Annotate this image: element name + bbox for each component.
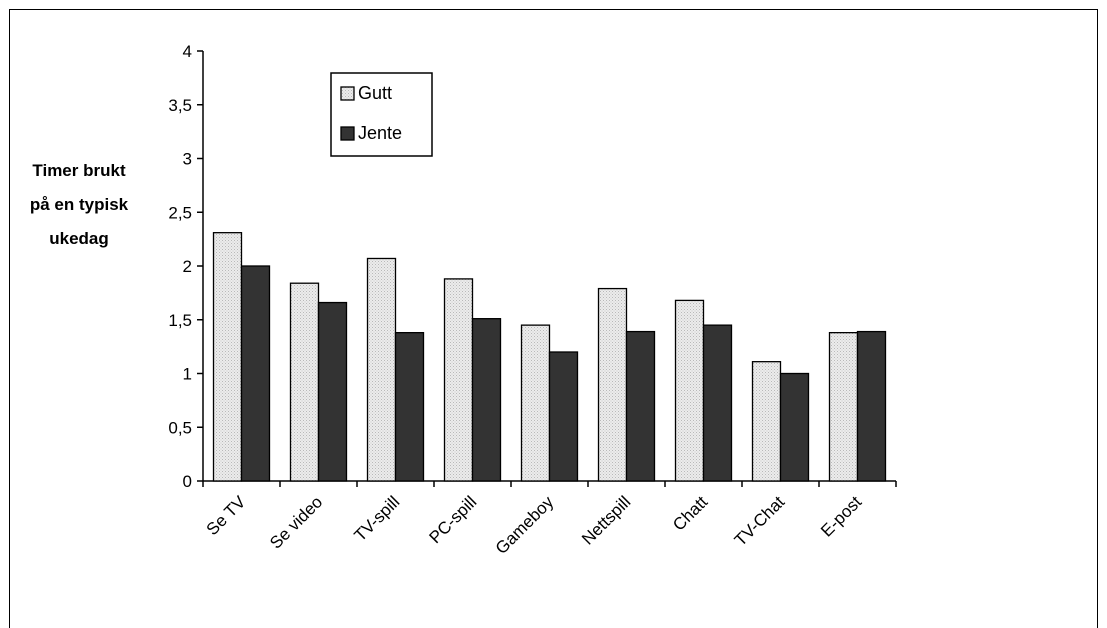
- bar-gutt-1: [289, 282, 320, 482]
- y-tick-label: 0,5: [168, 418, 192, 437]
- bar-jente-0: [240, 265, 271, 482]
- bar-jente-7: [779, 372, 810, 482]
- legend-swatch-jente: [340, 126, 355, 141]
- category-label: Se video: [266, 492, 326, 552]
- category-label: TV-Chat: [731, 492, 789, 550]
- y-axis-label-line: Timer brukt: [32, 161, 126, 180]
- category-label: Gameboy: [492, 492, 558, 558]
- chart-frame: [9, 9, 1098, 628]
- bar-gutt-0: [212, 232, 243, 482]
- category-label: PC-spill: [425, 492, 480, 547]
- y-tick-label: 0: [183, 472, 192, 491]
- y-tick-label: 4: [183, 42, 192, 61]
- bar-jente-4: [548, 351, 579, 482]
- y-axis-label: Timer brukt på en typisk ukedag: [30, 161, 129, 248]
- bar-jente-1: [317, 301, 348, 482]
- y-tick-label: 3: [183, 150, 192, 169]
- legend-label-gutt: Gutt: [358, 83, 392, 103]
- category-label: TV-spill: [350, 492, 403, 545]
- x-axis: [202, 480, 897, 487]
- bar-gutt-7: [751, 361, 782, 482]
- y-tick-label: 2: [183, 257, 192, 276]
- legend: Gutt Jente: [330, 72, 433, 157]
- category-label: Nettspill: [578, 492, 634, 548]
- category-label: E-post: [817, 492, 865, 540]
- y-tick-label: 3,5: [168, 96, 192, 115]
- bar-gutt-4: [520, 324, 551, 482]
- category-labels: Se TV Se video TV-spill PC-spill Gameboy Nett…: [203, 492, 866, 558]
- category-label: Se TV: [203, 492, 250, 539]
- category-label: Chatt: [669, 492, 711, 534]
- legend-swatch-gutt: [340, 86, 355, 101]
- bar-jente-5: [625, 330, 656, 482]
- bar-gutt-5: [597, 287, 628, 482]
- bar-jente-3: [471, 318, 502, 482]
- y-tick-label: 2,5: [168, 203, 192, 222]
- bar-jente-8: [856, 330, 887, 482]
- bar-jente-6: [702, 324, 733, 482]
- y-tick-label: 1: [183, 365, 192, 384]
- y-tick-label: 1,5: [168, 311, 192, 330]
- y-axis: 0 0,5 1 1,5 2 2,5 3 3,5 4: [168, 42, 204, 491]
- legend-label-jente: Jente: [358, 123, 402, 143]
- bar-gutt-2: [366, 257, 397, 482]
- y-axis-label-line: ukedag: [49, 229, 109, 248]
- bar-gutt-8: [828, 331, 859, 482]
- bar-jente-2: [394, 331, 425, 482]
- bar-gutt-6: [674, 299, 705, 482]
- bar-gutt-3: [443, 278, 474, 482]
- bars: [212, 232, 887, 482]
- y-axis-label-line: på en typisk: [30, 195, 129, 214]
